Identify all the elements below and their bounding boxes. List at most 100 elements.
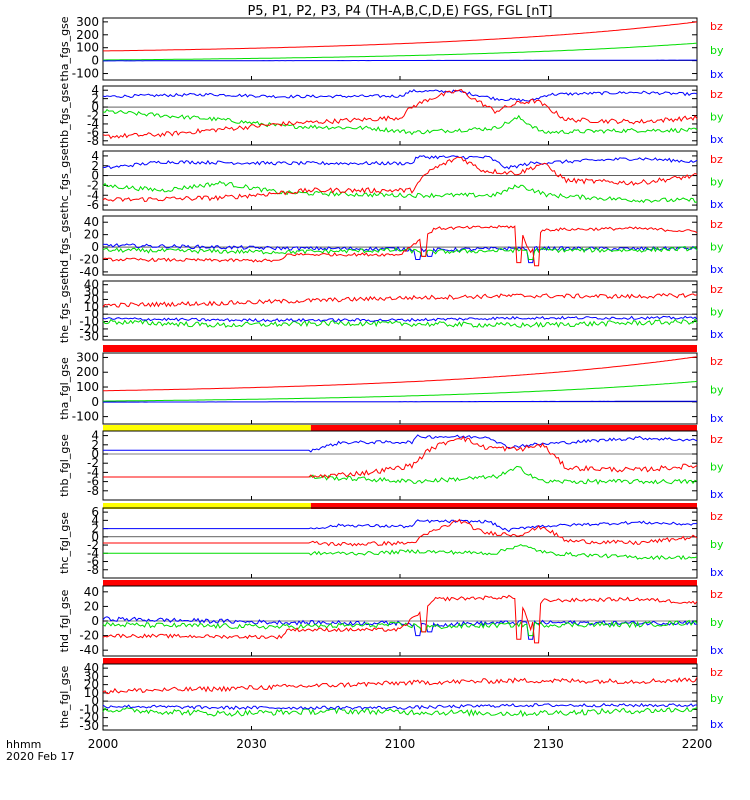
- y-tick-label: 4: [91, 513, 99, 527]
- y-axis-label: thc_fgl_gse: [58, 512, 71, 574]
- y-tick-label: -6: [87, 555, 99, 569]
- series-line-by: [103, 42, 698, 61]
- y-tick-label: 0: [91, 307, 99, 321]
- legend-bx: bx: [710, 328, 724, 341]
- legend-bz: bz: [710, 433, 723, 446]
- y-tick-label: -8: [87, 134, 99, 148]
- series-line-bx: [103, 434, 698, 453]
- y-axis-label: thc_fgs_gse: [58, 148, 71, 213]
- series-line-bx: [102, 155, 698, 170]
- series-line-by: [102, 318, 698, 328]
- y-tick-label: 0: [91, 100, 99, 114]
- status-bar-segment: [103, 658, 697, 664]
- legend-bz: bz: [710, 88, 723, 101]
- series-line-bz: [102, 224, 698, 267]
- legend-by: by: [710, 538, 724, 551]
- series-line-bz: [102, 156, 698, 203]
- y-axis-label: thb_fgl_gse: [58, 434, 71, 497]
- legend-by: by: [710, 616, 724, 629]
- y-tick-label: 0: [91, 54, 99, 68]
- y-axis-label: tha_fgs_gse: [58, 16, 71, 81]
- y-tick-label: -40: [79, 265, 99, 279]
- status-bar-segment: [310, 425, 697, 431]
- series-line-bz: [103, 356, 698, 392]
- legend-bz: bz: [710, 218, 723, 231]
- y-tick-label: -6: [87, 125, 99, 139]
- legend-by: by: [710, 241, 724, 254]
- y-tick-label: 200: [76, 28, 99, 42]
- legend-bx: bx: [710, 263, 724, 276]
- legend-bz: bz: [710, 283, 723, 296]
- y-tick-label: 0: [91, 240, 99, 254]
- panel-frame: [102, 215, 698, 276]
- legend-bx: bx: [710, 644, 724, 657]
- series-line-bz: [103, 518, 698, 547]
- panel-thb_fgl_gse: 420-2-4-6-8 thb_fgl_gse bz by bx: [58, 429, 724, 501]
- y-tick-label: 100: [76, 380, 99, 394]
- y-tick-label: 2: [91, 92, 99, 106]
- y-tick-label: 4: [91, 149, 99, 163]
- series-line-bx: [103, 59, 697, 62]
- panel-frame: [102, 663, 698, 731]
- y-tick-label: 2: [91, 522, 99, 536]
- legend-by: by: [710, 176, 724, 189]
- panel-frame: [102, 352, 698, 425]
- y-tick-label: 4: [91, 429, 99, 443]
- status-bar-segment: [103, 503, 311, 509]
- series-line-by: [103, 380, 698, 402]
- y-tick-label: 300: [76, 15, 99, 29]
- y-tick-label: -2: [87, 456, 99, 470]
- y-tick-label: -30: [79, 329, 99, 343]
- y-tick-label: -20: [79, 629, 99, 643]
- y-tick-label: -4: [87, 546, 99, 560]
- series-line-bx: [102, 315, 698, 323]
- y-tick-label: -100: [72, 67, 99, 81]
- series-line-by: [102, 108, 698, 136]
- panel-thc_fgs_gse: 420-2-4-6 thc_fgs_gse bz by bx: [58, 148, 724, 213]
- y-tick-label: 4: [91, 83, 99, 97]
- x-tick-label: 2130: [533, 737, 564, 751]
- series-line-bz: [102, 293, 698, 308]
- y-tick-label: -30: [79, 719, 99, 733]
- y-tick-label: 0: [91, 169, 99, 183]
- series-line-by: [102, 245, 698, 260]
- y-tick-label: 40: [84, 661, 99, 675]
- legend-by: by: [710, 44, 724, 57]
- y-tick-label: 40: [84, 585, 99, 599]
- y-tick-label: 0: [91, 530, 99, 544]
- series-line-bz: [102, 677, 698, 695]
- series-line-bz: [103, 435, 698, 479]
- y-tick-label: -20: [79, 322, 99, 336]
- y-axis-label: thd_fgs_gse: [58, 213, 71, 279]
- y-tick-label: 20: [84, 292, 99, 306]
- series-line-bz: [102, 594, 698, 644]
- y-tick-label: 6: [91, 505, 99, 519]
- y-tick-label: -8: [87, 563, 99, 577]
- series-line-bx: [102, 88, 698, 103]
- series-line-bx: [103, 519, 698, 533]
- legend-by: by: [710, 692, 724, 705]
- series-line-by: [102, 706, 698, 718]
- y-tick-label: -100: [72, 410, 99, 424]
- panel-thb_fgs_gse: 420-2-4-6-8 thb_fgs_gse bz by bx: [58, 83, 724, 149]
- x-tick-label: 2030: [236, 737, 267, 751]
- y-tick-label: 2: [91, 159, 99, 173]
- legend-bz: bz: [710, 588, 723, 601]
- y-tick-label: -10: [79, 702, 99, 716]
- y-tick-label: -2: [87, 109, 99, 123]
- y-tick-label: -6: [87, 198, 99, 212]
- y-tick-label: 2: [91, 438, 99, 452]
- y-tick-label: -10: [79, 315, 99, 329]
- time-axis-label-hhmm: hhmm: [6, 738, 41, 751]
- legend-bx: bx: [710, 198, 724, 211]
- y-tick-label: 300: [76, 350, 99, 364]
- series-line-by: [102, 180, 698, 204]
- series-line-bz: [102, 89, 698, 140]
